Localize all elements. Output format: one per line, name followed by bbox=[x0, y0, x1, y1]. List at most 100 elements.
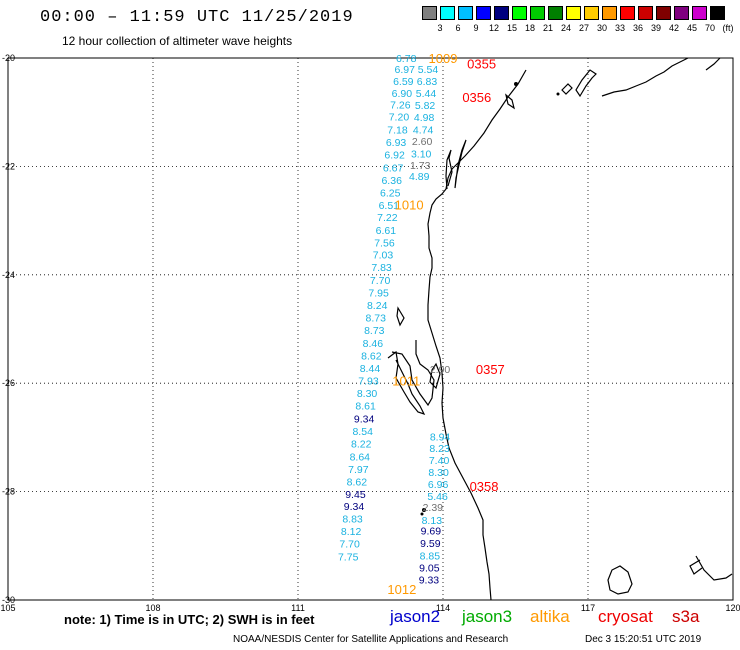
legend-swatch bbox=[458, 6, 473, 20]
lat-tick-label: -26 bbox=[2, 378, 15, 388]
pass-time-label: 0355 bbox=[467, 56, 496, 71]
wave-height-label: 6.78 bbox=[396, 53, 417, 65]
pass-time-label: 0357 bbox=[476, 362, 505, 377]
legend-swatch bbox=[440, 6, 455, 20]
wave-height-label: 7.93 bbox=[358, 375, 379, 387]
wave-height-label: 9.69 bbox=[421, 526, 442, 538]
time-label-layer: 1009 1010 1011 1012 0355 0356 0357 0358 bbox=[387, 51, 504, 597]
wave-height-label: 8.83 bbox=[342, 514, 363, 526]
page-title: 00:00 – 11:59 UTC 11/25/2019 bbox=[40, 8, 354, 27]
legend-label: (ft) bbox=[722, 23, 734, 33]
legend-label: 21 bbox=[542, 23, 553, 33]
wave-height-label: 6.93 bbox=[386, 137, 407, 149]
lon-tick-label: 120 bbox=[725, 603, 740, 613]
wave-height-label: 9.34 bbox=[344, 501, 365, 513]
legend-swatch bbox=[422, 6, 437, 20]
wave-height-label: 7.56 bbox=[374, 237, 395, 249]
wave-height-label: 7.18 bbox=[387, 125, 408, 137]
legend-label: 36 bbox=[632, 23, 643, 33]
legend-swatch bbox=[674, 6, 689, 20]
lon-tick-label: 117 bbox=[581, 603, 595, 613]
pass-time-label: 0356 bbox=[462, 90, 491, 105]
footer-note: note: 1) Time is in UTC; 2) SWH is in fe… bbox=[64, 612, 315, 627]
legend-swatch bbox=[530, 6, 545, 20]
legend-label: 39 bbox=[650, 23, 661, 33]
legend-swatch bbox=[692, 6, 707, 20]
wave-height-label: 4.89 bbox=[409, 171, 430, 183]
wave-height-label: 8.62 bbox=[347, 476, 368, 488]
legend-swatch bbox=[620, 6, 635, 20]
legend-swatch bbox=[494, 6, 509, 20]
wave-height-label: 6.96 bbox=[428, 479, 449, 491]
timestamp-text: Dec 3 15:20:51 UTC 2019 bbox=[585, 634, 702, 645]
wave-height-label: 6.67 bbox=[383, 162, 404, 174]
wave-height-label: 7.26 bbox=[390, 100, 411, 112]
legend-label: 24 bbox=[560, 23, 571, 33]
grid-lines bbox=[8, 58, 733, 600]
satellite-legend-item: altika bbox=[530, 607, 570, 626]
pass-time-label: 0358 bbox=[470, 479, 499, 494]
wave-height-label: 9.45 bbox=[345, 489, 366, 501]
wave-height-label: 2.39 bbox=[423, 502, 444, 514]
page-subtitle: 12 hour collection of altimeter wave hei… bbox=[62, 34, 293, 48]
wave-height-label: 8.64 bbox=[350, 451, 371, 463]
wave-height-label: 8.62 bbox=[361, 351, 382, 363]
wave-height-label: 6.51 bbox=[379, 200, 400, 212]
wave-height-label: 7.97 bbox=[348, 464, 369, 476]
wave-height-label: 7.20 bbox=[389, 112, 410, 124]
wave-height-label: 8.54 bbox=[352, 426, 373, 438]
lat-tick-label: -28 bbox=[2, 487, 15, 497]
wave-height-label: 7.83 bbox=[371, 262, 392, 274]
wave-height-label: 5.44 bbox=[416, 88, 437, 100]
satellite-legend-item: jason3 bbox=[462, 607, 513, 626]
legend-swatch bbox=[584, 6, 599, 20]
satellite-legend-item: s3a bbox=[672, 607, 700, 626]
wave-height-label: 2.60 bbox=[412, 136, 433, 148]
legend-label: 12 bbox=[488, 23, 499, 33]
wave-height-label: 8.23 bbox=[429, 443, 450, 455]
lat-tick-label: -22 bbox=[2, 161, 15, 171]
wave-height-label: 8.44 bbox=[360, 363, 381, 375]
lon-tick-label: 105 bbox=[0, 603, 15, 613]
wave-height-label: 8.61 bbox=[355, 400, 376, 412]
wave-height-label: 9.59 bbox=[420, 538, 441, 550]
legend-swatch bbox=[566, 6, 581, 20]
wave-height-label: 9.33 bbox=[419, 574, 440, 586]
wave-height-label: 8.73 bbox=[366, 313, 387, 325]
wave-height-label: 7.75 bbox=[338, 552, 359, 564]
wave-height-label: 8.12 bbox=[341, 526, 362, 538]
wave-height-label: 8.73 bbox=[364, 325, 385, 337]
wave-height-label: 8.30 bbox=[357, 388, 378, 400]
wave-height-label: 4.74 bbox=[413, 125, 434, 137]
wave-height-label: 8.30 bbox=[428, 467, 449, 479]
legend-label: 42 bbox=[668, 23, 679, 33]
legend-swatch bbox=[476, 6, 491, 20]
lon-tick-label: 111 bbox=[291, 603, 305, 613]
legend-label: 70 bbox=[704, 23, 715, 33]
wave-height-label: 9.34 bbox=[354, 413, 375, 425]
wave-height-label: 3.10 bbox=[411, 148, 432, 160]
legend-label: 3 bbox=[437, 23, 443, 33]
wave-height-label: 7.95 bbox=[368, 288, 389, 300]
pass-time-label: 1010 bbox=[395, 197, 424, 212]
wave-height-label: 8.94 bbox=[430, 431, 451, 443]
lon-tick-label: 114 bbox=[436, 603, 450, 613]
lat-tick-label: -24 bbox=[2, 270, 15, 280]
satellite-legend-item: cryosat bbox=[598, 607, 653, 626]
legend-swatch bbox=[656, 6, 671, 20]
wave-height-label: 8.13 bbox=[422, 515, 443, 527]
wave-height-label: 6.97 bbox=[395, 64, 416, 76]
wave-height-label: 6.92 bbox=[384, 149, 405, 161]
wave-height-label: 6.25 bbox=[380, 187, 401, 199]
wave-height-label: 7.40 bbox=[429, 455, 450, 467]
legend-swatch bbox=[602, 6, 617, 20]
wave-height-label: 7.70 bbox=[339, 539, 360, 551]
legend-label: 27 bbox=[578, 23, 589, 33]
wave-height-label: 6.59 bbox=[393, 76, 414, 88]
lon-tick-label: 108 bbox=[145, 603, 160, 613]
wave-height-label: 1.73 bbox=[410, 160, 431, 172]
legend-label: 18 bbox=[524, 23, 535, 33]
pass-time-label: 1012 bbox=[387, 582, 416, 597]
wave-height-label: 8.24 bbox=[367, 300, 388, 312]
